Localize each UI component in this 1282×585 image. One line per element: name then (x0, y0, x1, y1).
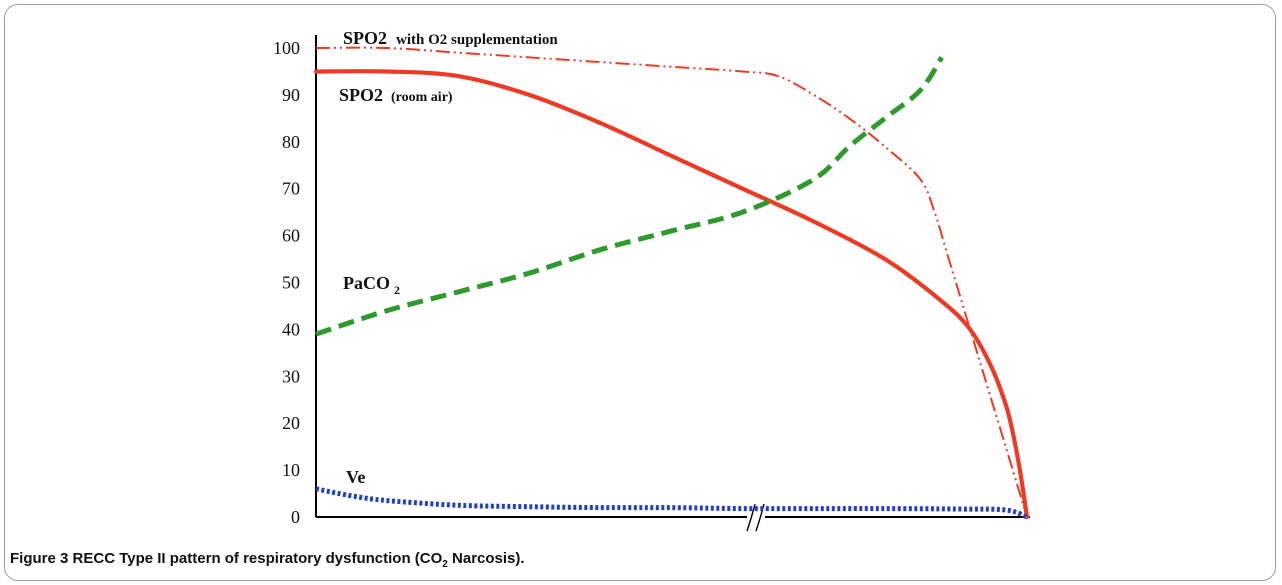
y-tick-labels: 0 10 20 30 40 50 60 70 80 90 100 (273, 38, 300, 527)
series-line-spo2-with-o2-supplementation (315, 46, 1028, 518)
label-paco2: PaCO 2 (343, 273, 400, 297)
y-tick-label: 10 (282, 460, 300, 480)
label-spo2-air-rest: (room air) (391, 90, 453, 105)
series-line-paco2 (315, 56, 944, 337)
label-spo2-o2-rest: with O2 supplementation (396, 32, 558, 48)
caption-text: RECC Type II pattern of respiratory dysf… (72, 550, 525, 570)
caption-text-before: RECC Type II pattern of respiratory dysf… (72, 550, 443, 567)
label-paco2-sub: 2 (394, 283, 400, 297)
label-spo2-air-main: SPO2 (339, 85, 383, 105)
y-tick-label: 60 (282, 226, 300, 246)
label-spo2-o2: SPO2 with O2 supplementation (343, 28, 558, 48)
y-tick-label: 20 (282, 413, 300, 433)
caption-subscript: 2 (442, 559, 448, 570)
axes (315, 35, 1030, 532)
series-lines (313, 46, 1030, 520)
y-tick-label: 50 (282, 273, 300, 293)
y-tick-label: 0 (291, 507, 300, 527)
y-tick-label: 100 (273, 38, 300, 58)
caption-text-after: Narcosis). (447, 550, 525, 567)
y-tick-label: 70 (282, 179, 300, 199)
y-tick-label: 90 (282, 85, 300, 105)
series-line-spo2-room-air (313, 69, 1030, 520)
y-tick-label: 30 (282, 366, 300, 386)
figure-number: Figure 3 (10, 550, 69, 567)
y-tick-label: 80 (282, 132, 300, 152)
figure-frame (4, 4, 1276, 581)
label-spo2-room-air: SPO2 (room air) (339, 85, 453, 105)
y-tick-label: 40 (282, 319, 300, 339)
axis-break-marker (746, 503, 765, 532)
label-ve: Ve (346, 467, 365, 487)
label-spo2-o2-main: SPO2 (343, 28, 387, 48)
figure-caption: Figure 3 RECC Type II pattern of respira… (10, 550, 525, 570)
label-paco2-main: PaCO (343, 273, 390, 293)
series-line-ve (315, 486, 1028, 520)
